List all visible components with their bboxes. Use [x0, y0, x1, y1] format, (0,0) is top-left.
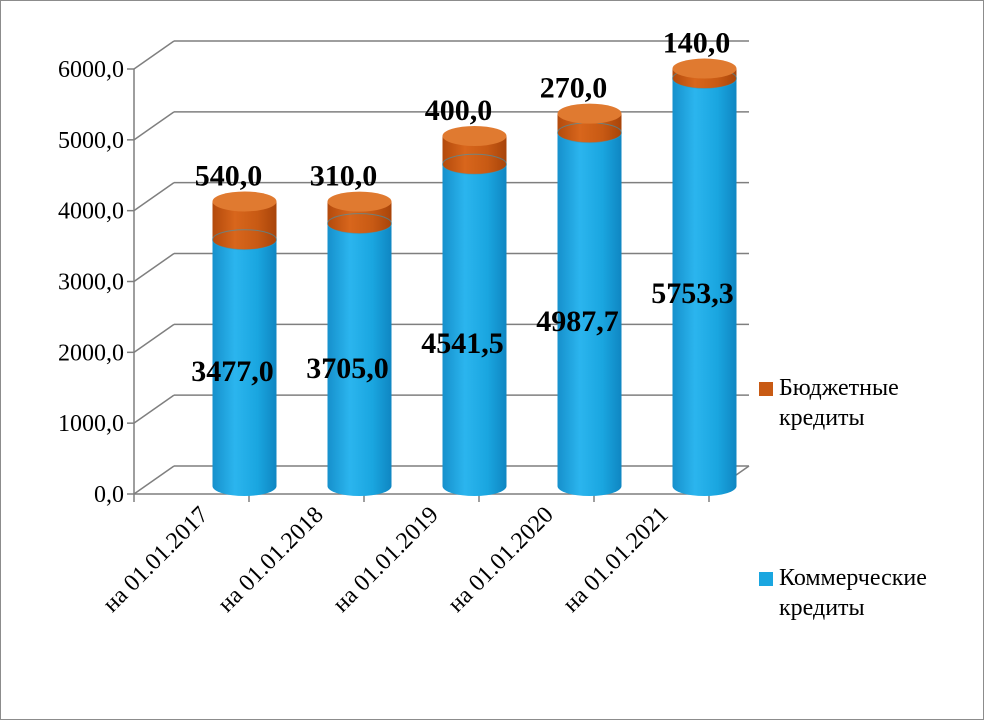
bar-commercial-seam — [442, 153, 507, 175]
y-tick-label: 3000,0 — [58, 270, 124, 296]
bar-budget-top — [442, 125, 507, 146]
gridline-depth — [133, 252, 175, 283]
bars — [212, 58, 737, 497]
data-label-budget: 310,0 — [310, 160, 378, 193]
gridline-depth — [133, 40, 175, 70]
bar-commercial-seam — [327, 213, 392, 235]
axes: 0,0 1000,0 2000,0 3000,0 4000,0 5000,0 6000,0 н… — [58, 57, 750, 618]
bar-budget-top — [557, 103, 622, 124]
bar-commercial — [672, 78, 737, 497]
legend-label-budget: Бюджетные кредиты — [779, 375, 899, 431]
y-tick-label: 6000,0 — [58, 57, 124, 83]
data-label-budget: 540,0 — [195, 159, 263, 192]
bar-budget — [442, 135, 507, 175]
data-label-budget: 140,0 — [663, 27, 731, 60]
gridline-depth — [133, 394, 175, 424]
legend-label-commercial: Коммерческие кредиты — [779, 565, 927, 621]
gridline-depth — [133, 465, 175, 495]
data-label-commercial: 3705,0 — [306, 352, 389, 385]
bar-commercial — [557, 132, 622, 496]
bar-budget-top — [327, 191, 392, 212]
y-tick-label: 1000,0 — [58, 411, 124, 437]
x-tick-label: на 01.01.2020 — [443, 502, 559, 618]
data-label-budget: 400,0 — [425, 94, 493, 127]
bar-budget-top — [672, 58, 737, 79]
x-tick-label: на 01.01.2021 — [558, 502, 674, 618]
x-tick-label: на 01.01.2019 — [328, 502, 444, 618]
gridline-depth — [133, 111, 175, 141]
data-labels: 3477,0 540,0 3705,0 310,0 4541,5 400,0 4987,7 2… — [191, 27, 734, 388]
gridline-depth — [133, 323, 175, 353]
data-label-commercial: 5753,3 — [651, 277, 734, 310]
bar-commercial — [212, 239, 277, 496]
x-tick-label: на 01.01.2018 — [213, 502, 329, 618]
legend-swatch-commercial — [759, 572, 773, 586]
x-tick-label: на 01.01.2017 — [98, 502, 214, 618]
bar-budget — [212, 201, 277, 250]
y-tick-label: 0,0 — [94, 482, 124, 508]
bar-commercial — [442, 164, 507, 496]
gridline-depth — [133, 182, 175, 212]
bar-commercial — [327, 223, 392, 496]
data-label-commercial: 3477,0 — [191, 355, 274, 388]
data-label-commercial: 4541,5 — [421, 327, 504, 360]
y-tick-label: 5000,0 — [58, 128, 124, 154]
y-tick-label: 4000,0 — [58, 199, 124, 225]
legend-swatch-budget — [759, 382, 773, 396]
data-label-commercial: 4987,7 — [536, 305, 619, 338]
data-label-budget: 270,0 — [540, 72, 608, 105]
bar-commercial-seam — [212, 229, 277, 251]
bar-budget-top — [212, 191, 277, 212]
y-tick-label: 2000,0 — [58, 340, 124, 366]
